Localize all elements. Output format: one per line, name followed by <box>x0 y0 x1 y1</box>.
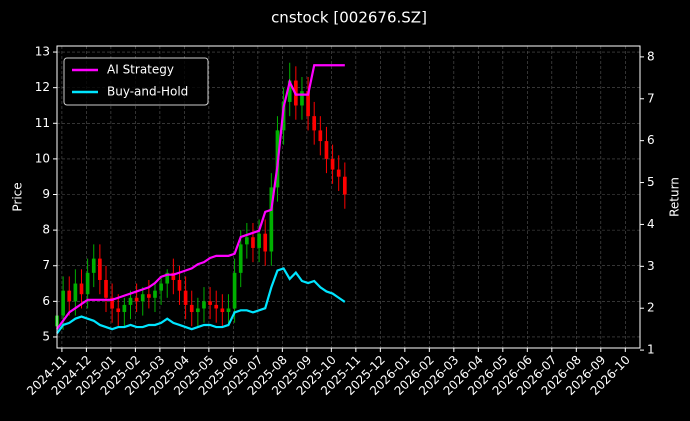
candle-body <box>251 237 255 248</box>
plot-frame <box>56 45 641 349</box>
candle-body <box>128 297 133 305</box>
candle-body <box>245 237 249 245</box>
candle-body <box>91 258 96 273</box>
legend-label: Buy-and-Hold <box>107 85 188 99</box>
candle-body <box>61 290 65 316</box>
candle-body <box>116 308 121 313</box>
series-line <box>56 64 345 330</box>
y-tick-label: 13 <box>35 45 50 59</box>
y-axis-label: Price <box>11 182 25 211</box>
candle-body <box>202 301 206 309</box>
candle-body <box>177 279 182 291</box>
legend-label: AI Strategy <box>107 63 174 77</box>
y2-tick-label: 3 <box>647 259 655 273</box>
y-tick-label: 7 <box>42 258 50 272</box>
candle-body <box>98 258 102 280</box>
candle-body <box>110 297 114 309</box>
series-line <box>56 267 346 334</box>
candle-body <box>134 297 139 302</box>
candle-body <box>263 233 268 252</box>
candle-body <box>257 233 261 248</box>
y-tick-label: 12 <box>35 80 50 94</box>
candle-body <box>140 294 145 302</box>
y2-tick-label: 2 <box>647 301 655 315</box>
candle-body <box>171 272 176 280</box>
candle-body <box>165 272 170 284</box>
candle-body <box>104 279 108 298</box>
chart-title: cnstock [002676.SZ] <box>271 9 427 27</box>
y2-tick-label: 7 <box>647 91 655 105</box>
candle-body <box>238 244 243 273</box>
candle-body <box>73 283 78 302</box>
candle-body <box>208 301 212 305</box>
y-tick-label: 11 <box>35 116 50 130</box>
candle-body <box>147 294 151 298</box>
candle-body <box>342 176 347 195</box>
y-tick-label: 6 <box>42 294 50 308</box>
candle-body <box>312 116 317 131</box>
candle-body <box>330 158 335 170</box>
candle-body <box>85 272 90 295</box>
candle-body <box>159 283 163 291</box>
candle-body <box>214 304 219 309</box>
candle-body <box>324 141 329 159</box>
candle-body <box>67 290 72 302</box>
y-tick-label: 10 <box>35 151 50 165</box>
candle-body <box>226 308 231 313</box>
y2-axis-label: Return <box>668 177 682 217</box>
candle-body <box>220 308 225 313</box>
y2-tick-label: 5 <box>647 175 655 189</box>
candle-body <box>232 272 237 309</box>
y-tick-label: 8 <box>42 223 50 237</box>
y-tick-label: 5 <box>42 329 50 343</box>
candle-body <box>189 304 194 313</box>
y2-tick-label: 1 <box>647 343 655 357</box>
candle-body <box>318 130 323 142</box>
y2-tick-label: 6 <box>647 133 655 147</box>
legend-box <box>63 57 209 106</box>
candle-body <box>122 304 127 313</box>
candle-body <box>183 290 188 305</box>
candle-body <box>153 290 157 298</box>
y2-tick-label: 8 <box>647 49 655 63</box>
candle-body <box>300 91 304 106</box>
candle-body <box>269 187 274 252</box>
candle-body <box>196 308 200 313</box>
candle-body <box>306 91 310 117</box>
y2-tick-label: 4 <box>647 217 655 231</box>
candle-body <box>287 80 292 102</box>
y-tick-label: 9 <box>42 187 50 201</box>
candle-body <box>79 283 84 295</box>
candle-body <box>336 169 341 177</box>
